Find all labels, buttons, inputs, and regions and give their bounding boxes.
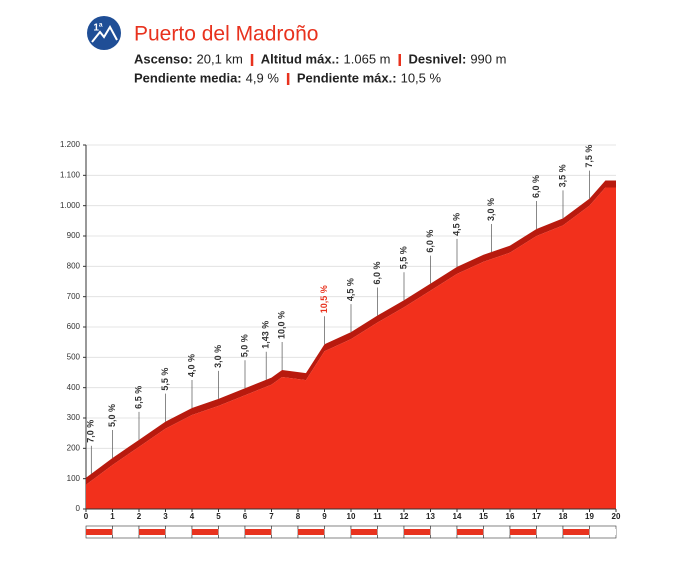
km-strip-band — [324, 529, 351, 535]
gradient-label: 3,5 % — [557, 164, 567, 187]
stat-value: 1.065 m — [344, 51, 391, 66]
y-tick-label: 800 — [67, 261, 81, 270]
y-tick-label: 100 — [67, 474, 81, 483]
x-tick-label: 11 — [373, 512, 382, 521]
km-strip-band — [536, 529, 563, 535]
x-tick-label: 8 — [296, 512, 301, 521]
x-tick-label: 12 — [400, 512, 409, 521]
x-tick-label: 15 — [479, 512, 488, 521]
km-strip-band — [377, 529, 404, 535]
x-tick-label: 3 — [163, 512, 168, 521]
x-tick-label: 9 — [322, 512, 327, 521]
profile-edge — [86, 180, 616, 485]
y-tick-label: 400 — [67, 383, 81, 392]
km-strip-band — [271, 529, 298, 535]
km-strip-band — [245, 529, 272, 535]
km-strip-band — [112, 529, 139, 535]
y-tick-label: 1.100 — [60, 170, 81, 179]
y-tick-label: 1.200 — [60, 140, 81, 149]
gradient-label: 4,0 % — [186, 354, 196, 377]
gradient-label: 6,0 % — [372, 261, 382, 284]
x-tick-label: 4 — [190, 512, 195, 521]
stat-value: 990 m — [470, 51, 506, 66]
stat-value: 20,1 km — [197, 51, 243, 66]
km-strip-band — [563, 529, 590, 535]
km-strip-band — [510, 529, 537, 535]
gradient-label: 6,5 % — [133, 386, 143, 409]
stat-label: Ascenso: — [134, 51, 193, 66]
km-strip-band — [404, 529, 431, 535]
km-strip-band — [86, 529, 113, 535]
gradient-label: 4,5 % — [345, 278, 355, 301]
km-strip-band — [457, 529, 484, 535]
km-strip-band — [165, 529, 192, 535]
km-strip-band — [430, 529, 457, 535]
y-tick-label: 0 — [76, 504, 81, 513]
x-tick-label: 20 — [612, 512, 621, 521]
separator — [250, 54, 254, 66]
km-strip-band — [483, 529, 510, 535]
gradient-label: 3,0 % — [486, 198, 496, 221]
stat-value: 10,5 % — [401, 70, 442, 85]
km-strip-band — [192, 529, 219, 535]
stat-value: 4,9 % — [246, 70, 280, 85]
gradient-label: 1,43 % — [261, 321, 271, 349]
km-strip-band — [351, 529, 378, 535]
km-strip-band — [218, 529, 245, 535]
km-strip-band — [139, 529, 166, 535]
x-tick-label: 16 — [506, 512, 515, 521]
stat-label: Altitud máx.: — [261, 51, 340, 66]
gradient-label: 5,5 % — [160, 368, 170, 391]
gradient-label: 10,0 % — [276, 311, 286, 339]
x-tick-label: 13 — [426, 512, 435, 521]
stat-label: Pendiente máx.: — [297, 70, 397, 85]
x-tick-label: 1 — [110, 512, 115, 521]
x-tick-label: 2 — [137, 512, 142, 521]
stat-label: Desnivel: — [409, 51, 467, 66]
separator — [286, 73, 290, 85]
y-tick-label: 1.000 — [60, 201, 81, 210]
gradient-label: 6,0 % — [425, 230, 435, 253]
gradient-label: 7,0 % — [86, 420, 96, 443]
icon-mountain — [91, 24, 118, 43]
y-tick-label: 600 — [67, 322, 81, 331]
separator — [398, 54, 401, 66]
title: Puerto del Madroño — [134, 23, 318, 46]
km-strip-band — [298, 529, 325, 535]
category-icon — [87, 16, 121, 50]
gradient-label: 5,0 % — [239, 334, 249, 357]
gradient-label: 5,5 % — [398, 246, 408, 269]
stat-label: Pendiente media: — [134, 70, 242, 85]
x-tick-label: 14 — [453, 512, 462, 521]
y-tick-label: 700 — [67, 292, 81, 301]
x-tick-label: 5 — [216, 512, 221, 521]
gradient-label: 3,0 % — [213, 345, 223, 368]
y-tick-label: 900 — [67, 231, 81, 240]
gradient-label: 10,5 % — [319, 285, 329, 313]
profile-area — [86, 187, 616, 509]
x-tick-label: 19 — [585, 512, 594, 521]
km-strip-band — [589, 529, 616, 535]
y-tick-label: 200 — [67, 443, 81, 452]
x-tick-label: 7 — [269, 512, 274, 521]
gradient-label: 4,5 % — [451, 213, 461, 236]
y-tick-label: 500 — [67, 352, 81, 361]
x-tick-label: 10 — [347, 512, 356, 521]
x-tick-label: 17 — [532, 512, 541, 521]
x-tick-label: 18 — [559, 512, 568, 521]
category: 1ª — [93, 23, 103, 34]
gradient-label: 6,0 % — [531, 175, 541, 198]
y-tick-label: 300 — [67, 413, 81, 422]
x-tick-label: 6 — [243, 512, 248, 521]
x-tick-label: 0 — [84, 512, 89, 521]
gradient-label: 7,5 % — [584, 145, 594, 168]
gradient-label: 5,0 % — [107, 404, 117, 427]
